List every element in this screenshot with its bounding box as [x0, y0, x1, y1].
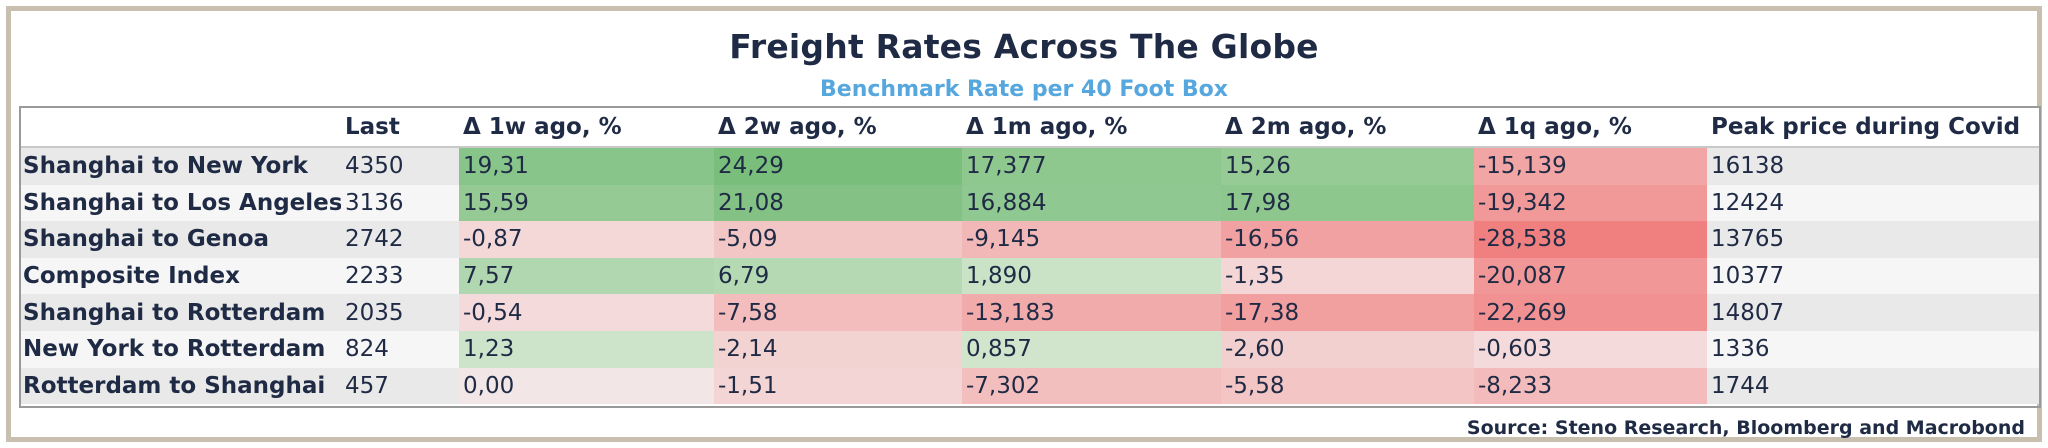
peak-cell: 16138 — [1707, 147, 2039, 185]
change-cell: -9,145 — [962, 221, 1221, 258]
route-cell: Shanghai to Rotterdam — [21, 294, 341, 331]
change-cell: -5,58 — [1221, 367, 1474, 405]
change-cell: -2,60 — [1221, 330, 1474, 368]
last-cell: 2742 — [341, 221, 459, 258]
last-cell: 824 — [341, 330, 459, 368]
table-row: Composite Index 2233 7,57 6,79 1,890 -1,35 -20… — [21, 257, 2039, 295]
chart-subtitle: Benchmark Rate per 40 Foot Box — [820, 77, 1228, 102]
change-cell: 6,79 — [714, 257, 962, 295]
change-cell: 0,00 — [459, 367, 714, 405]
route-cell: Shanghai to Genoa — [21, 221, 341, 258]
table-row: Shanghai to Los Angeles 3136 15,59 21,08 16,… — [21, 184, 2039, 222]
column-header: Δ 2w ago, % — [714, 108, 962, 148]
change-cell: -0,603 — [1474, 330, 1707, 368]
column-header: Δ 1q ago, % — [1474, 108, 1707, 148]
last-cell: 457 — [341, 367, 459, 405]
column-header: Δ 1w ago, % — [459, 108, 714, 148]
change-cell: 1,890 — [962, 257, 1221, 295]
change-cell: -0,54 — [459, 294, 714, 331]
change-cell: -1,51 — [714, 367, 962, 405]
change-cell: -1,35 — [1221, 257, 1474, 295]
change-cell: -28,538 — [1474, 221, 1707, 258]
freight-table-wrap: Last Δ 1w ago, % Δ 2w ago, % Δ 1m ago, %… — [19, 106, 2041, 408]
change-cell: 17,377 — [962, 147, 1221, 185]
peak-cell: 13765 — [1707, 221, 2039, 258]
change-cell: 15,26 — [1221, 147, 1474, 185]
chart-title: Freight Rates Across The Globe — [729, 27, 1319, 66]
peak-cell: 1744 — [1707, 367, 2039, 405]
change-cell: 0,857 — [962, 330, 1221, 368]
change-cell: 17,98 — [1221, 184, 1474, 222]
route-cell: Composite Index — [21, 257, 341, 295]
change-cell: -15,139 — [1474, 147, 1707, 185]
change-cell: 21,08 — [714, 184, 962, 222]
change-cell: -22,269 — [1474, 294, 1707, 331]
header-row: Last Δ 1w ago, % Δ 2w ago, % Δ 1m ago, %… — [21, 108, 2039, 148]
peak-cell: 14807 — [1707, 294, 2039, 331]
column-header: Peak price during Covid — [1707, 108, 2039, 148]
route-cell: Shanghai to Los Angeles — [21, 184, 341, 222]
table-row: Shanghai to Rotterdam 2035 -0,54 -7,58 -13,1… — [21, 294, 2039, 331]
change-cell: -19,342 — [1474, 184, 1707, 222]
table-body: Shanghai to New York 4350 19,31 24,29 17,377… — [21, 147, 2039, 405]
change-cell: 19,31 — [459, 147, 714, 185]
table-row: New York to Rotterdam 824 1,23 -2,14 0,857 -2… — [21, 330, 2039, 368]
last-cell: 2233 — [341, 257, 459, 295]
change-cell: -5,09 — [714, 221, 962, 258]
change-cell: -13,183 — [962, 294, 1221, 331]
change-cell: 7,57 — [459, 257, 714, 295]
chart-frame: Freight Rates Across The Globe Benchmark… — [6, 6, 2042, 442]
last-cell: 4350 — [341, 147, 459, 185]
route-cell: Shanghai to New York — [21, 147, 341, 185]
source-note: Source: Steno Research, Bloomberg and Ma… — [1466, 417, 2025, 439]
change-cell: 24,29 — [714, 147, 962, 185]
change-cell: -8,233 — [1474, 367, 1707, 405]
table-row: Rotterdam to Shanghai 457 0,00 -1,51 -7,302-… — [21, 367, 2039, 405]
change-cell: 1,23 — [459, 330, 714, 368]
freight-table: Last Δ 1w ago, % Δ 2w ago, % Δ 1m ago, %… — [21, 108, 2039, 405]
change-cell: 16,884 — [962, 184, 1221, 222]
column-header: Δ 2m ago, % — [1221, 108, 1474, 148]
column-header: Last — [341, 108, 459, 148]
change-cell: -0,87 — [459, 221, 714, 258]
table-row: Shanghai to New York 4350 19,31 24,29 17,377… — [21, 147, 2039, 185]
last-cell: 2035 — [341, 294, 459, 331]
route-cell: Rotterdam to Shanghai — [21, 367, 341, 405]
change-cell: -20,087 — [1474, 257, 1707, 295]
peak-cell: 1336 — [1707, 330, 2039, 368]
last-cell: 3136 — [341, 184, 459, 222]
column-header — [21, 108, 341, 148]
change-cell: 15,59 — [459, 184, 714, 222]
change-cell: -7,58 — [714, 294, 962, 331]
peak-cell: 12424 — [1707, 184, 2039, 222]
change-cell: -17,38 — [1221, 294, 1474, 331]
column-header: Δ 1m ago, % — [962, 108, 1221, 148]
route-cell: New York to Rotterdam — [21, 330, 341, 368]
peak-cell: 10377 — [1707, 257, 2039, 295]
change-cell: -2,14 — [714, 330, 962, 368]
change-cell: -7,302 — [962, 367, 1221, 405]
change-cell: -16,56 — [1221, 221, 1474, 258]
table-row: Shanghai to Genoa 2742 -0,87 -5,09 -9,145 -16… — [21, 221, 2039, 258]
